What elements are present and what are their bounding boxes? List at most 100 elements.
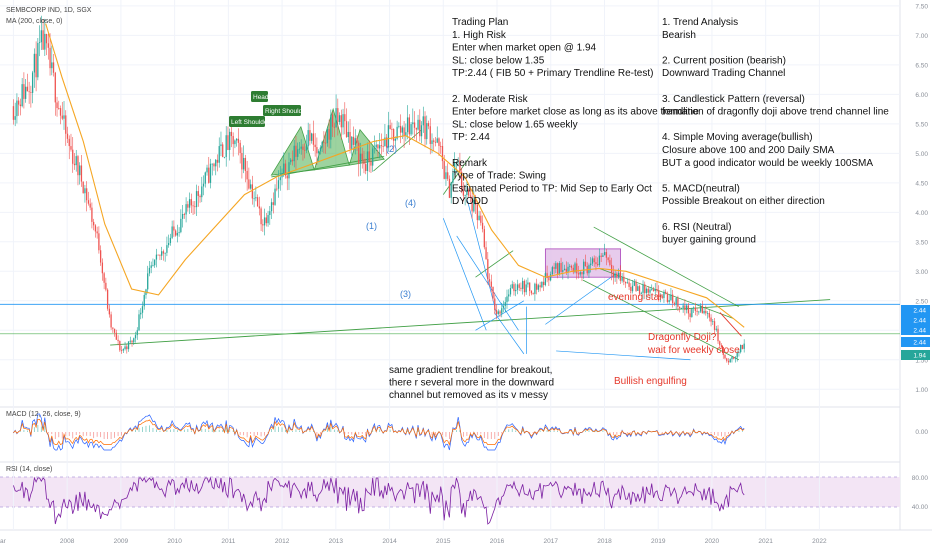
channel-segment <box>475 250 514 278</box>
candle-body <box>427 123 430 127</box>
trading-plan-notes: Trading Plan 1. High Risk Enter when mar… <box>452 17 702 207</box>
candle-body <box>147 273 149 290</box>
candle-body <box>293 145 295 162</box>
time-axis-tick: 2008 <box>60 538 75 545</box>
candle-body <box>234 140 236 145</box>
candle-body <box>370 161 372 166</box>
candle-body <box>617 272 620 278</box>
candle-body <box>246 170 248 180</box>
candle-body <box>647 288 649 293</box>
candle-body <box>290 159 292 163</box>
candle-body <box>624 281 627 284</box>
candle-body <box>265 217 267 224</box>
candle-body <box>520 287 522 289</box>
candle-body <box>380 145 383 147</box>
price-axis-tick: 1.00 <box>915 387 928 394</box>
candle-body <box>284 163 287 176</box>
candle-body <box>103 273 105 283</box>
candle-body <box>291 159 294 162</box>
candle-body <box>63 115 65 119</box>
candle-body <box>87 200 90 204</box>
candle-body <box>635 281 637 291</box>
candle-body <box>478 215 480 221</box>
candle-body <box>164 252 166 254</box>
candle-body <box>579 272 581 275</box>
candle-body <box>187 204 189 208</box>
candle-body <box>312 133 315 145</box>
candle-body <box>372 148 374 166</box>
wave-label-4: (4) <box>405 198 416 208</box>
candle-body <box>382 146 384 147</box>
candle-body <box>248 179 250 189</box>
candle-body <box>682 305 684 308</box>
candle-body <box>473 199 475 212</box>
time-axis-tick: 2018 <box>597 538 612 545</box>
candle-body <box>474 199 477 205</box>
time-axis-tick: 2017 <box>544 538 559 545</box>
candle-body <box>263 217 266 226</box>
candle-body <box>399 125 402 133</box>
head-label: Head <box>253 94 269 101</box>
analysis-line: formation of dragonfly doji above trend … <box>662 107 889 118</box>
candle-body <box>509 288 512 295</box>
candle-body <box>122 349 124 351</box>
candle-body <box>168 243 170 246</box>
candle-body <box>560 263 562 272</box>
candle-body <box>408 117 410 135</box>
candle-body <box>440 145 442 147</box>
candle-body <box>337 108 339 122</box>
candle-body <box>656 289 658 291</box>
candle-body <box>441 146 444 162</box>
candle-body <box>106 289 109 309</box>
candle-body <box>242 157 245 170</box>
candle-body <box>105 282 107 290</box>
candle-body <box>155 254 158 260</box>
candle-body <box>436 138 438 143</box>
candle-body <box>616 273 618 278</box>
rsi-axis-tick: 40.00 <box>912 504 929 511</box>
candle-body <box>654 289 656 291</box>
candle-body <box>171 226 173 238</box>
candle-body <box>736 352 738 358</box>
candle-body <box>99 250 102 263</box>
candle-body <box>597 264 599 266</box>
candle-body <box>232 136 234 145</box>
time-axis-tick: 2021 <box>758 538 773 545</box>
trendline-note-line: there r several more in the downward <box>389 378 554 389</box>
candle-body <box>684 305 686 311</box>
candle-body <box>471 196 473 212</box>
candle-body <box>300 146 302 149</box>
trading-plan-line: TP: 2.44 <box>452 132 490 143</box>
trading-plan-line: Enter before market close as long as its… <box>452 107 699 118</box>
candle-body <box>61 115 63 119</box>
candle-body <box>267 215 269 224</box>
candle-body <box>513 284 515 292</box>
candle-body <box>131 340 133 343</box>
candle-body <box>75 156 77 166</box>
candle-body <box>731 356 733 360</box>
candle-body <box>595 262 597 265</box>
candle-body <box>314 144 316 148</box>
candle-body <box>47 43 49 48</box>
candle-body <box>80 165 83 182</box>
candle-body <box>66 133 69 139</box>
candle-body <box>476 204 478 221</box>
candle-body <box>495 310 498 314</box>
time-axis-tick: 2016 <box>490 538 505 545</box>
candle-body <box>539 285 541 288</box>
time-axis-tick: 2015 <box>436 538 451 545</box>
candle-body <box>140 312 142 315</box>
trading-plan-line: SL: close below 1.65 weekly <box>452 119 578 130</box>
candle-body <box>56 102 58 109</box>
candle-body <box>119 341 121 351</box>
candle-body <box>689 313 691 318</box>
candle-body <box>185 204 187 215</box>
candle-body <box>694 307 696 311</box>
price-label-bg <box>901 350 930 360</box>
candle-body <box>679 306 681 309</box>
candle-body <box>342 114 344 128</box>
candle-body <box>558 263 560 274</box>
candle-body <box>218 146 220 163</box>
candle-body <box>181 214 184 219</box>
right-shoulder-shape <box>348 128 385 166</box>
